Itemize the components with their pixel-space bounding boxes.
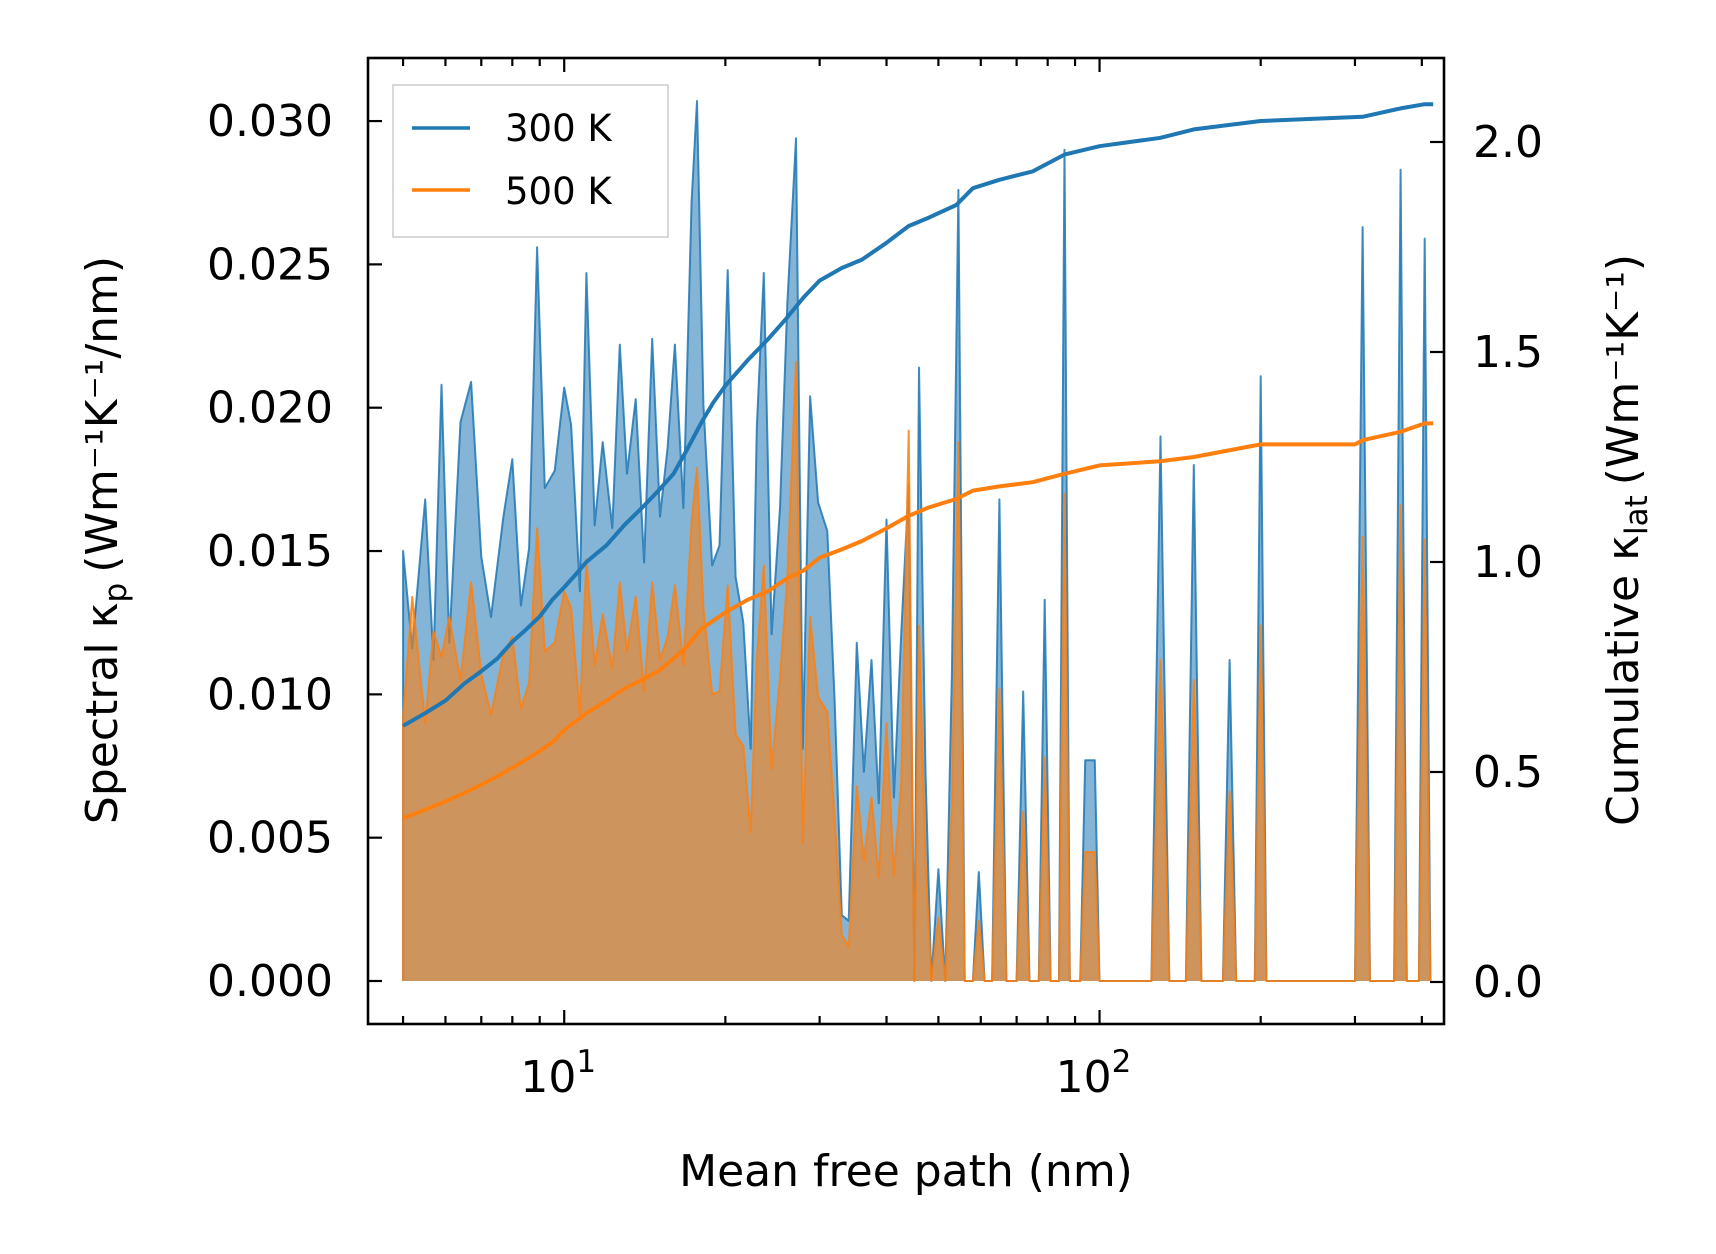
y-left-tick-label: 0.025: [207, 239, 333, 290]
y-left-tick-label: 0.015: [207, 526, 333, 577]
y-left-tick-label: 0.030: [207, 96, 333, 147]
x-axis-title: Mean free path (nm): [679, 1146, 1133, 1197]
y-right-tick-label: 1.5: [1473, 327, 1543, 378]
y-axis-title-right: Cumulative κlat (Wm⁻¹K⁻¹): [1598, 254, 1655, 826]
y-axis-title-left-sub: p: [98, 583, 134, 603]
cumulative-line-500k: [402, 421, 1434, 821]
legend: 300 K 500 K: [392, 84, 669, 238]
y-right-tick-label: 0.5: [1473, 747, 1543, 798]
series-layer: [402, 100, 1434, 982]
spectral-line-300k: [402, 100, 1432, 982]
plot-frame: [366, 56, 1446, 1026]
y-left-tick-label: 0.005: [207, 813, 333, 864]
y-axis-title-right-units: (Wm⁻¹K⁻¹): [1598, 254, 1649, 485]
y-left-tick-label: 0.020: [207, 383, 333, 434]
y-right-tick-label: 1.0: [1473, 537, 1543, 588]
spectral-area-500k: [403, 361, 1431, 981]
spectral-line-500k: [402, 360, 1432, 982]
y-axis-title-left: Spectral κp (Wm⁻¹K⁻¹/nm): [77, 256, 134, 824]
legend-label-500k: 500 K: [505, 170, 613, 213]
y-right-tick-label: 2.0: [1473, 117, 1543, 168]
y-axis-title-right-sub: lat: [1619, 495, 1655, 535]
cumulative-line-300k: [402, 102, 1434, 728]
y-right-tick-label: 0.0: [1473, 957, 1543, 1008]
legend-box: [392, 84, 669, 238]
ticks-layer: 0.000 0.005 0.010 0.015 0.020 0.025 0.030 0.0 0.…: [207, 58, 1543, 1103]
y-left-tick-label: 0.010: [207, 669, 333, 720]
legend-label-300k: 300 K: [505, 107, 613, 150]
x-tick-label: 101: [520, 1044, 596, 1103]
y-axis-title-left-main: Spectral κ: [77, 602, 128, 824]
y-axis-title-left-units: (Wm⁻¹K⁻¹/nm): [77, 256, 128, 573]
y-axis-title-right-main: Cumulative κ: [1598, 535, 1649, 826]
y-left-tick-label: 0.000: [207, 956, 333, 1007]
x-tick-label: 102: [1056, 1044, 1132, 1103]
